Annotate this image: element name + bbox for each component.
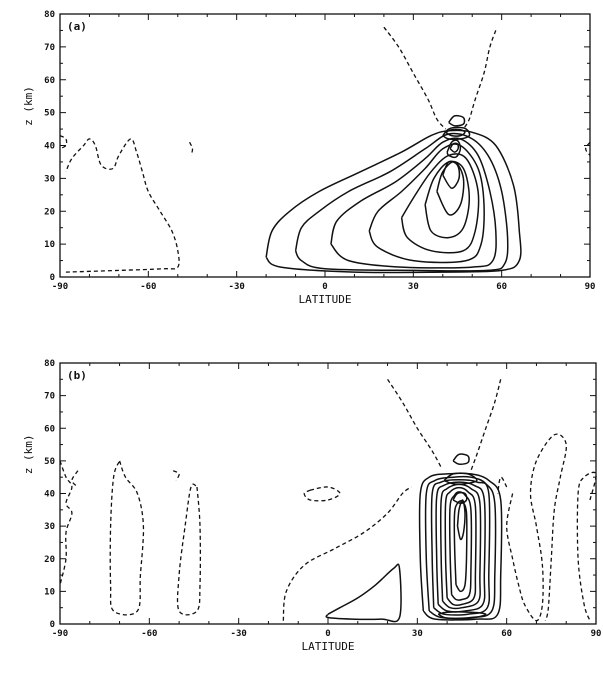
y-tick-label: 30 <box>44 522 55 532</box>
solid-contour-13 <box>442 160 461 189</box>
y-tick-label: 20 <box>44 207 55 217</box>
y-tick-label: 80 <box>44 10 55 20</box>
solid-contour-12 <box>325 563 402 623</box>
x-tick-label: 60 <box>496 282 507 292</box>
dashed-contour-5 <box>303 486 341 502</box>
dashed-contour-0 <box>59 460 73 586</box>
dashed-contour-9 <box>506 433 567 622</box>
solid-contour-17 <box>445 128 466 137</box>
x-axis-label: LATITUDE <box>299 293 352 306</box>
y-tick-label: 60 <box>44 76 55 86</box>
dashed-contour-8 <box>470 379 502 471</box>
solid-contour-15 <box>449 142 460 153</box>
y-tick-label: 50 <box>44 457 55 467</box>
plot-frame <box>59 13 591 278</box>
x-axis-label: LATITUDE <box>302 640 355 653</box>
x-tick-label: 30 <box>408 282 419 292</box>
solid-contour-17 <box>439 483 482 610</box>
dashed-contour-4 <box>383 26 447 130</box>
y-tick-label: 60 <box>44 424 55 434</box>
solid-contour-14 <box>446 139 462 159</box>
x-tick-label: -30 <box>231 629 247 639</box>
dashed-contour-7 <box>387 378 442 468</box>
solid-contour-7 <box>294 132 509 272</box>
dashed-contour-5 <box>462 30 497 130</box>
solid-contour-19 <box>448 491 473 601</box>
y-tick-label: 0 <box>50 273 55 283</box>
x-tick-label: 30 <box>412 629 423 639</box>
solid-contour-16 <box>442 126 471 141</box>
panel-label: (a) <box>67 20 87 33</box>
panel-a: -90 -60 -30 0 30 60 90 0 10 20 30 40 50 60 70 80 LATITUD… <box>22 10 595 306</box>
solid-contour-25 <box>452 453 470 465</box>
x-tick-label: -30 <box>229 282 245 292</box>
dashed-contour-2 <box>188 141 194 156</box>
solid-contour-16 <box>435 481 486 613</box>
x-tick-label: -90 <box>52 629 68 639</box>
y-tick-label: 50 <box>44 109 55 119</box>
x-tick-label: 60 <box>501 629 512 639</box>
y-tick-label: 70 <box>44 43 55 53</box>
dashed-contour-10 <box>576 471 597 621</box>
x-tick-label: 90 <box>591 629 602 639</box>
panel-b: -90 -60 -30 0 30 60 90 0 10 20 30 40 50 60 70 80 LATITUD… <box>22 359 601 653</box>
dashed-contour-3 <box>172 470 180 481</box>
x-tick-label: 90 <box>585 282 596 292</box>
dashed-contour-1 <box>71 470 79 488</box>
solid-contour-15 <box>430 479 491 616</box>
y-tick-label: 10 <box>44 587 55 597</box>
solid-contour-23 <box>437 611 487 620</box>
solid-contour-13 <box>418 472 503 621</box>
solid-contour-10 <box>400 153 480 254</box>
x-tick-label: -60 <box>140 282 156 292</box>
dashed-contour-1 <box>59 135 68 150</box>
solid-contour-9 <box>368 143 485 264</box>
x-tick-label: -60 <box>141 629 157 639</box>
y-axis-label: z (km) <box>22 434 35 474</box>
dashed-contour-2 <box>109 460 145 616</box>
solid-contour-12 <box>436 161 465 216</box>
solid-contour-22 <box>452 491 468 505</box>
y-tick-label: 80 <box>44 359 55 369</box>
x-tick-label: 0 <box>322 282 327 292</box>
y-tick-label: 30 <box>44 174 55 184</box>
dashed-contour-0 <box>65 138 180 273</box>
y-tick-label: 40 <box>44 142 55 152</box>
y-axis-label: z (km) <box>22 86 35 126</box>
y-tick-label: 40 <box>44 490 55 500</box>
solid-contour-18 <box>448 114 466 127</box>
y-tick-label: 20 <box>44 555 55 565</box>
x-tick-label: 0 <box>325 629 330 639</box>
y-tick-label: 10 <box>44 240 55 250</box>
panel-label: (b) <box>67 369 87 382</box>
x-tick-label: -90 <box>52 282 68 292</box>
solid-contour-6 <box>265 129 522 274</box>
solid-contour-21 <box>456 499 466 541</box>
solid-contour-18 <box>444 486 477 606</box>
solid-contour-11 <box>424 160 471 239</box>
solid-contour-8 <box>330 137 497 269</box>
y-tick-label: 0 <box>50 620 55 630</box>
solid-contour-24 <box>443 472 478 485</box>
y-tick-label: 70 <box>44 392 55 402</box>
dashed-contour-6 <box>282 486 412 621</box>
dashed-contour-3 <box>584 141 591 156</box>
dashed-contour-4 <box>176 483 202 616</box>
